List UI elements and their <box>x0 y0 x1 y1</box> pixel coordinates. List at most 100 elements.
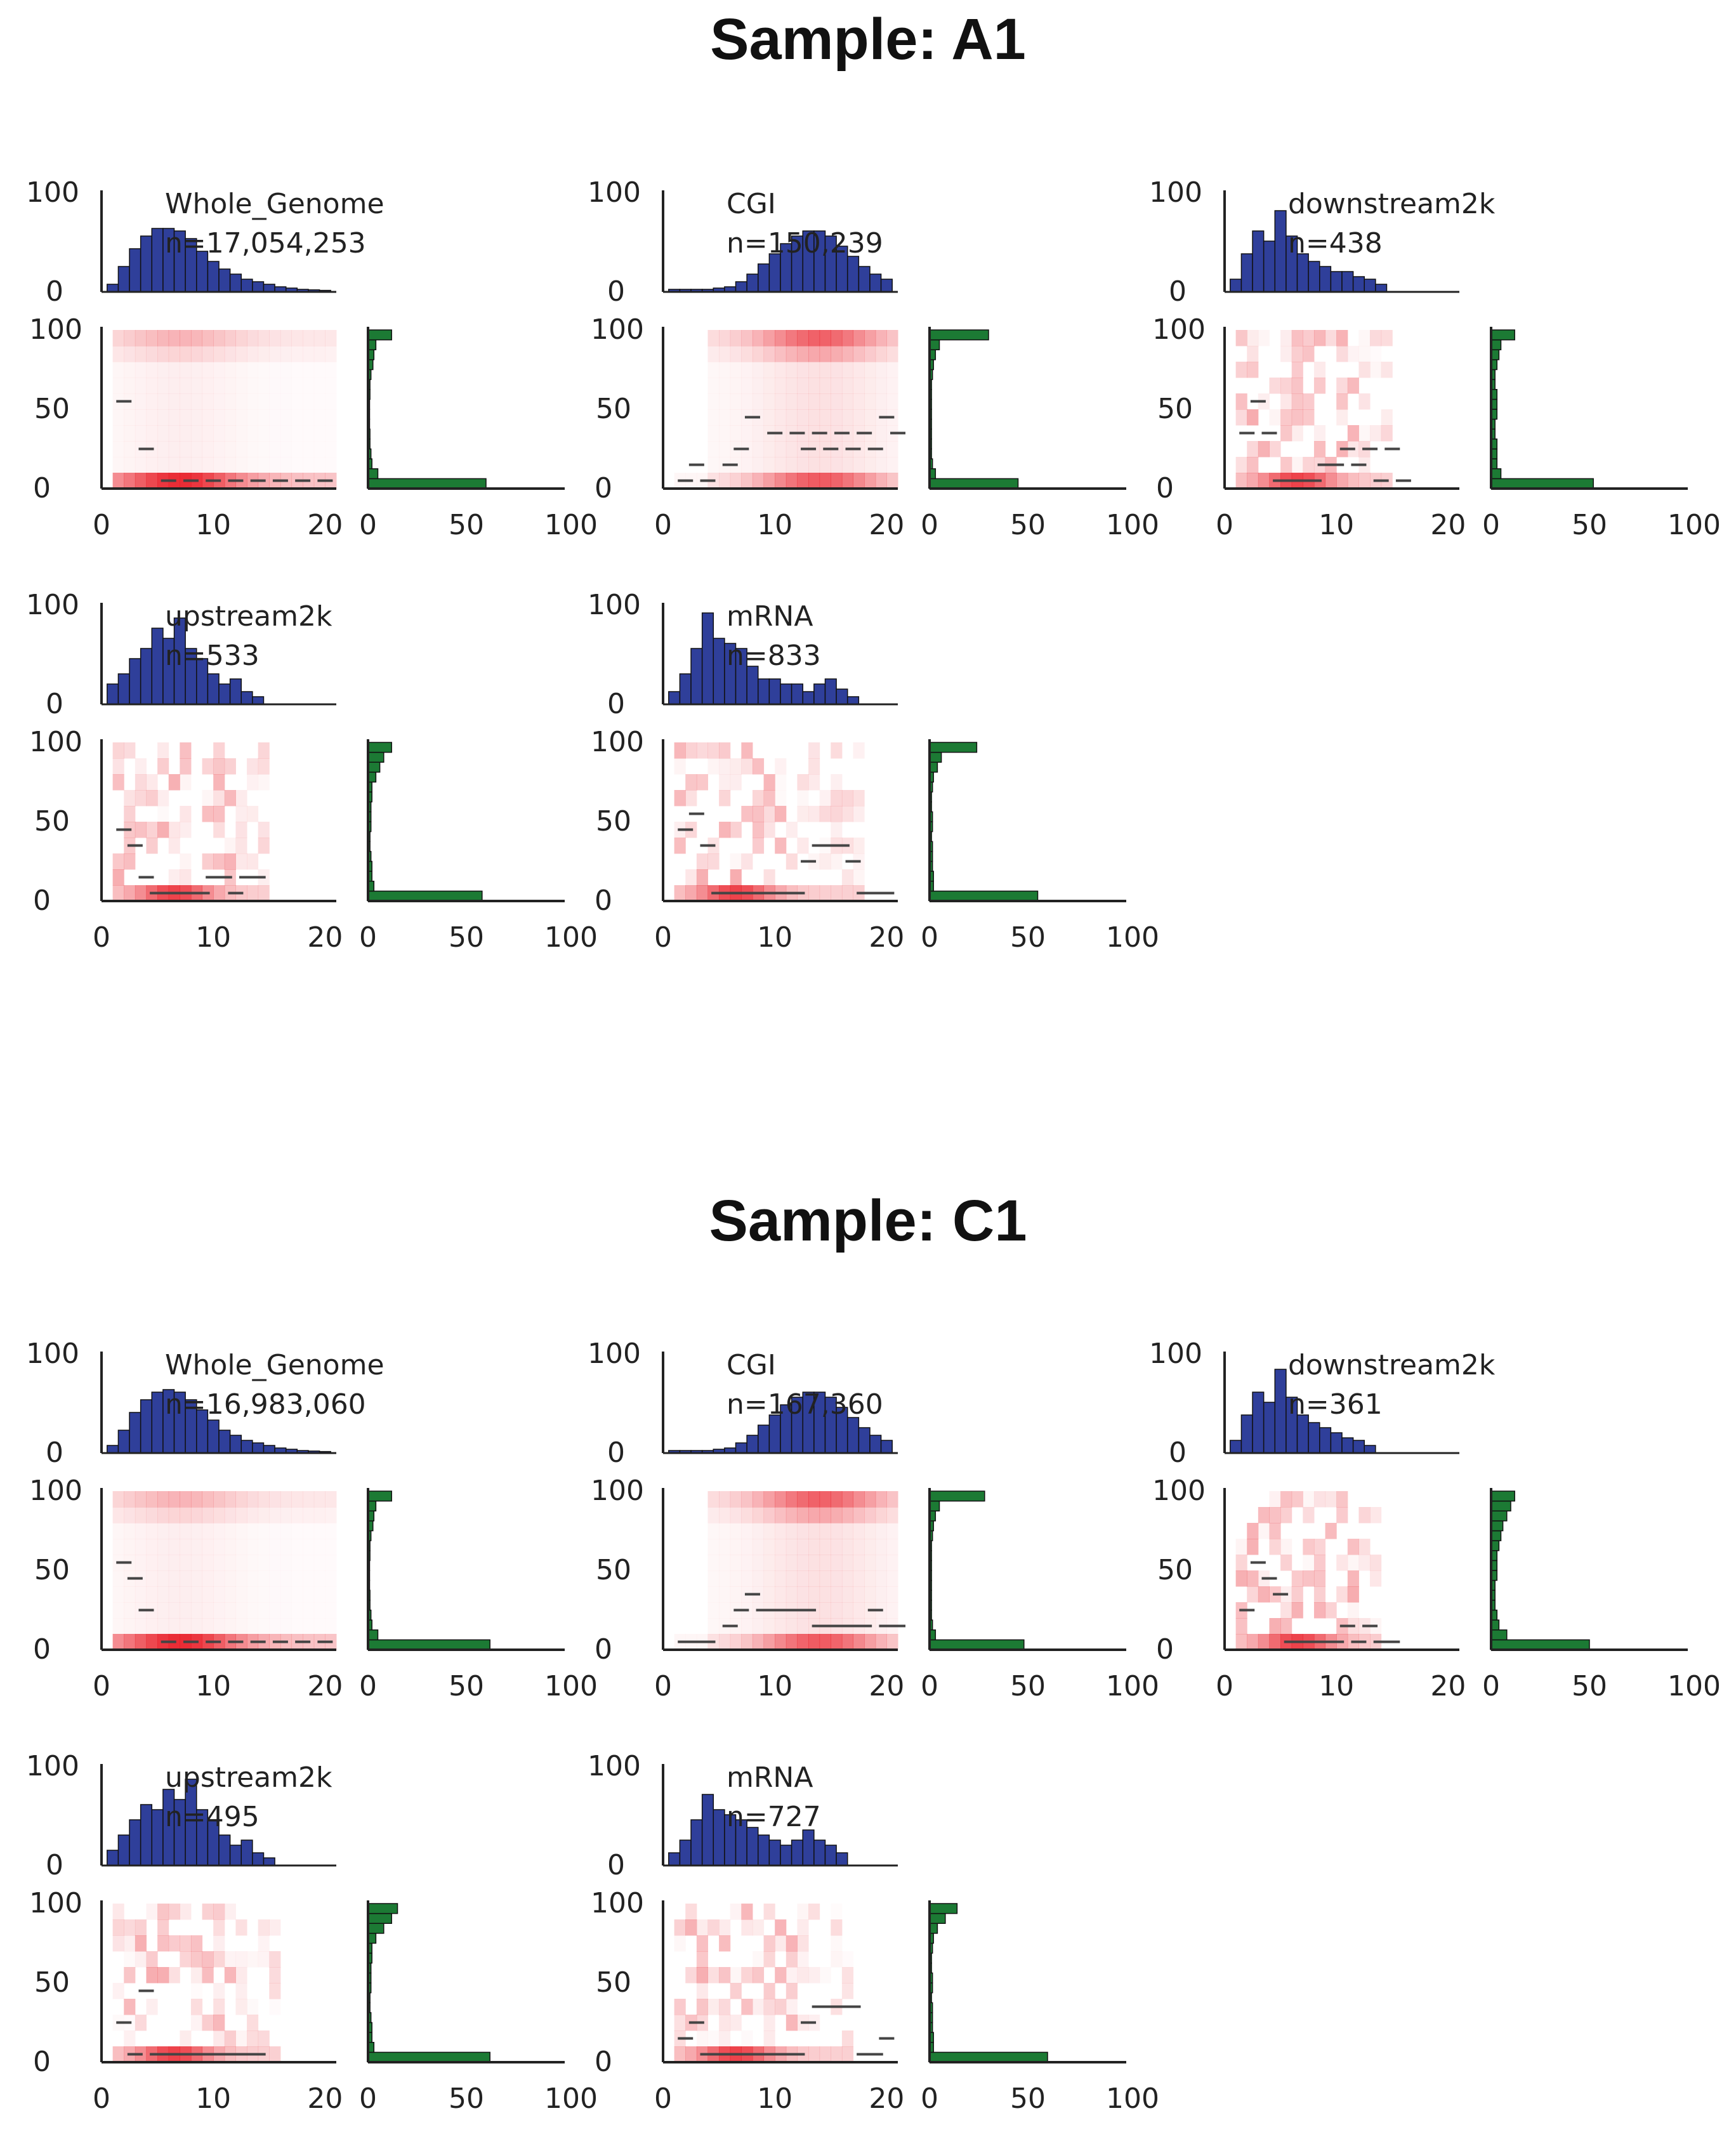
top-hist-bar <box>836 1852 848 1866</box>
top-hist-bar <box>846 696 860 705</box>
top-hist-bar <box>880 279 893 293</box>
heat-cell <box>1303 457 1315 473</box>
heat-cell <box>325 346 337 362</box>
heat-cell <box>224 1904 236 1920</box>
side-hist-bar <box>929 751 942 763</box>
heat-cell <box>224 1967 236 1984</box>
heat-cell <box>819 790 831 806</box>
heat-cell <box>190 1555 203 1571</box>
heatmap-tick-y-50: 50 <box>34 1966 70 1999</box>
heat-cell <box>202 1586 214 1603</box>
heatmap-tick-x-10: 10 <box>195 1670 231 1702</box>
heat-cell <box>864 1507 876 1523</box>
heat-cell <box>258 1491 270 1508</box>
heat-cell <box>775 806 787 822</box>
side-hist-tick-0: 0 <box>359 509 377 541</box>
heat-cell <box>269 1602 280 1619</box>
heat-cell <box>224 1586 236 1603</box>
heat-cell <box>841 473 854 489</box>
sample-title-a1: Sample: A1 <box>710 7 1026 72</box>
top-hist-bar <box>151 228 164 293</box>
heat-cell <box>190 362 203 378</box>
heatmap-tick-x-0: 0 <box>93 509 110 541</box>
heat-cell <box>831 409 843 426</box>
heat-cell <box>1269 1523 1281 1539</box>
heat-cell <box>202 1967 214 1984</box>
heat-cell <box>224 346 236 362</box>
heat-cell <box>292 1539 303 1555</box>
side-hist-bar <box>1490 1500 1511 1511</box>
heat-cell <box>707 330 720 346</box>
heatmap-tick-y-50: 50 <box>34 393 70 425</box>
heat-cell <box>135 1491 147 1508</box>
heatmap-tick-x-20: 20 <box>307 1670 343 1702</box>
heat-cell <box>269 1570 280 1587</box>
heat-cell <box>1280 1539 1292 1555</box>
top-histogram-cgi: 100 0 CGI n=150,239 <box>588 176 898 308</box>
heat-cell <box>752 378 765 394</box>
heat-cell <box>258 330 270 346</box>
heat-cell <box>135 1951 147 1968</box>
top-hist-bar <box>263 284 275 293</box>
heat-cell <box>1358 346 1370 362</box>
heat-cell <box>247 1951 258 1968</box>
heat-cell <box>875 393 887 410</box>
heat-cell <box>146 1491 158 1508</box>
side-hist-tick-0: 0 <box>1482 1670 1500 1702</box>
heat-cell <box>763 790 775 806</box>
heat-cell <box>685 1919 697 1936</box>
heat-cell <box>202 806 214 822</box>
heat-cell <box>325 1523 336 1539</box>
heat-cell <box>292 393 303 410</box>
heat-cell <box>841 806 854 822</box>
heatmap-tick-y-100: 100 <box>29 1887 82 1919</box>
heat-cell <box>1291 425 1303 442</box>
heat-cell <box>841 869 854 886</box>
heat-cell <box>135 330 147 346</box>
heat-cell <box>875 473 887 489</box>
heat-cell <box>112 346 124 362</box>
heat-cell <box>674 790 686 806</box>
heat-cell <box>797 1967 809 1984</box>
heat-cell <box>786 822 798 838</box>
heat-cell <box>696 885 708 902</box>
heat-cell <box>1269 1491 1281 1508</box>
heat-cell <box>124 806 136 822</box>
heat-cell <box>213 1523 225 1539</box>
heat-cell <box>1303 330 1315 346</box>
heat-cell <box>786 441 798 457</box>
heat-cell <box>1291 1586 1303 1603</box>
heat-cell <box>696 1983 708 1999</box>
heat-cell <box>1258 1507 1270 1523</box>
heat-cell <box>292 409 303 426</box>
heat-cell <box>797 346 809 362</box>
heat-cell <box>730 774 742 791</box>
heat-cell <box>831 362 843 378</box>
heat-cell <box>1235 1618 1247 1635</box>
heat-cell <box>157 1507 169 1523</box>
side-hist-bar <box>929 1639 1025 1650</box>
heat-cell <box>224 1602 236 1619</box>
heat-cell <box>191 1983 202 1999</box>
heat-cell <box>853 1586 865 1603</box>
heat-cell <box>1370 346 1381 362</box>
top-hist-bar <box>1308 1422 1320 1454</box>
heat-cell <box>864 1586 876 1603</box>
heat-cell <box>1247 362 1259 378</box>
top-hist-tick-100: 100 <box>588 176 641 209</box>
heatmap-tick-y-0: 0 <box>595 2046 612 2078</box>
heat-cell <box>707 1586 719 1603</box>
top-hist-bar <box>824 678 837 705</box>
heat-cell <box>819 457 831 473</box>
heat-cell <box>124 330 136 346</box>
heat-cell <box>707 1919 720 1936</box>
heatmap-tick-y-50: 50 <box>34 1554 70 1586</box>
panel-count-mrna: n=833 <box>727 640 821 672</box>
top-hist-tick-0: 0 <box>46 1437 63 1469</box>
heat-cell <box>1269 1618 1281 1635</box>
heat-cell <box>213 457 225 473</box>
heat-cell <box>1280 457 1292 473</box>
heat-cell <box>808 1555 820 1571</box>
heat-cell <box>303 1555 314 1571</box>
side-hist-bar <box>929 742 978 753</box>
